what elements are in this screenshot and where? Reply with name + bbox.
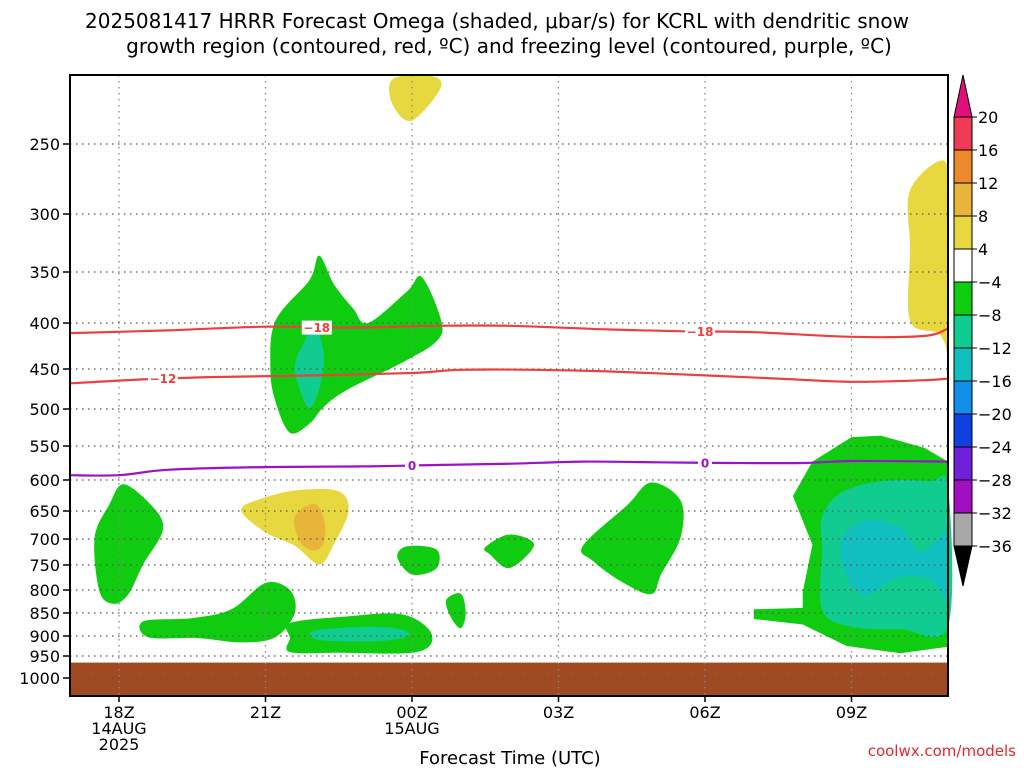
y-tick-label-850: 850 — [29, 604, 60, 623]
dgz-minus-12-label-bg-0 — [147, 371, 178, 386]
colorbar-swatch-12 — [953, 512, 973, 547]
freezing-level-0-line — [70, 459, 949, 477]
colorbar-label-0: 20 — [978, 108, 998, 127]
y-tick-label-350: 350 — [29, 263, 60, 282]
omega-neg4-lowbase — [139, 582, 296, 643]
omega-pos4-top — [389, 74, 442, 122]
colorbar-swatch-4 — [953, 248, 973, 283]
omega-neg4-small2 — [445, 593, 466, 629]
colorbar-bottom-arrow — [953, 545, 973, 587]
y-tick-label-700: 700 — [29, 530, 60, 549]
colorbar-swatch-3 — [953, 215, 973, 250]
colorbar-label-9: −20 — [978, 405, 1012, 424]
colorbar-swatch-10 — [953, 446, 973, 481]
plot-frame — [69, 74, 949, 697]
y-tick-label-400: 400 — [29, 314, 60, 333]
colorbar-label-11: −28 — [978, 471, 1012, 490]
x-axis-label: Forecast Time (UTC) — [419, 748, 600, 768]
colorbar-swatch-2 — [953, 182, 973, 217]
x-tick-label-h18-0: 18Z — [103, 703, 134, 722]
x-tick-label-h18-2: 2025 — [99, 735, 140, 754]
y-tick-label-1000: 1000 — [19, 669, 60, 688]
x-tick-label-h33-0: 09Z — [836, 703, 867, 722]
y-tick-label-750: 750 — [29, 556, 60, 575]
freezing-level-0-label-bg-0 — [404, 458, 419, 473]
y-tick-label-550: 550 — [29, 437, 60, 456]
watermark-link[interactable]: coolwx.com/models — [868, 742, 1016, 760]
omega-neg4-small1 — [397, 545, 440, 576]
colorbar-swatch-6 — [953, 314, 973, 349]
y-tick-label-500: 500 — [29, 400, 60, 419]
x-tick-label-h30-0: 06Z — [689, 703, 720, 722]
colorbar-swatch-8 — [953, 380, 973, 415]
omega-neg4-lowleft — [94, 484, 164, 604]
colorbar-label-13: −36 — [978, 537, 1012, 556]
colorbar-label-8: −16 — [978, 372, 1012, 391]
colorbar-swatch-5 — [953, 281, 973, 316]
colorbar-swatch-11 — [953, 479, 973, 514]
y-tick-label-900: 900 — [29, 627, 60, 646]
freezing-level-0-label-0: 0 — [408, 459, 416, 473]
dgz-minus-12-label-0: −12 — [150, 372, 177, 386]
chart-title-line-2: growth region (contoured, red, ºC) and f… — [126, 34, 892, 58]
dgz-minus-18-label-bg-0 — [301, 320, 332, 335]
x-tick-label-h24-0: 00Z — [396, 703, 427, 722]
x-tick-label-h21-0: 21Z — [250, 703, 281, 722]
omega-pos4-right — [907, 160, 949, 388]
colorbar-label-2: 12 — [978, 174, 998, 193]
freezing-level-0-label-1: 0 — [701, 457, 709, 471]
dgz-minus-18-label-0: −18 — [303, 321, 330, 335]
y-tick-label-800: 800 — [29, 581, 60, 600]
colorbar-label-7: −12 — [978, 339, 1012, 358]
colorbar-label-4: 4 — [978, 240, 988, 259]
colorbar-swatch-9 — [953, 413, 973, 448]
omega-neg4-small3 — [484, 534, 535, 569]
omega-neg12-right — [840, 518, 951, 610]
contour-lines-layer: −18 −18 −12 0 0 — [70, 320, 949, 477]
dgz-minus-18-label-bg-1 — [685, 324, 716, 339]
x-tick-label-h27-0: 03Z — [543, 703, 574, 722]
colorbar-label-12: −32 — [978, 504, 1012, 523]
freezing-level-0-label-bg-1 — [697, 456, 712, 470]
colorbar-label-5: −4 — [978, 273, 1002, 292]
colorbar-swatch-1 — [953, 149, 973, 184]
colorbar-label-6: −8 — [978, 306, 1002, 325]
chart-title-line-1: 2025081417 HRRR Forecast Omega (shaded, … — [85, 9, 909, 33]
y-tick-label-300: 300 — [29, 205, 60, 224]
ground-layer — [70, 662, 948, 696]
colorbar-swatch-0 — [953, 116, 973, 151]
ground-terrain — [70, 662, 948, 696]
y-tick-label-950: 950 — [29, 647, 60, 666]
dgz-minus-12-line — [70, 368, 949, 385]
x-tick-label-h18-1: 14AUG — [91, 719, 146, 738]
colorbar-label-3: 8 — [978, 207, 988, 226]
omega-neg8-upper — [294, 324, 325, 409]
colorbar-swatch-7 — [953, 347, 973, 382]
x-tick-label-h24-1: 15AUG — [384, 719, 439, 738]
colorbar-label-1: 16 — [978, 141, 998, 160]
y-tick-label-250: 250 — [29, 135, 60, 154]
dgz-minus-18-line — [70, 324, 949, 339]
omega-neg8-low-center — [309, 626, 410, 642]
y-tick-label-450: 450 — [29, 360, 60, 379]
colorbar: 20 16 12 8 4 −4 −8 −12 −16 −20 −24 −28 −32 −36 — [953, 74, 1012, 587]
dgz-minus-18-label-1: −18 — [687, 325, 714, 339]
y-tick-label-650: 650 — [29, 502, 60, 521]
y-axis: 250 300 350 400 450 500 550 600 650 700 750 800 850 9… — [19, 135, 70, 688]
y-tick-label-600: 600 — [29, 471, 60, 490]
colorbar-label-10: −24 — [978, 438, 1012, 457]
